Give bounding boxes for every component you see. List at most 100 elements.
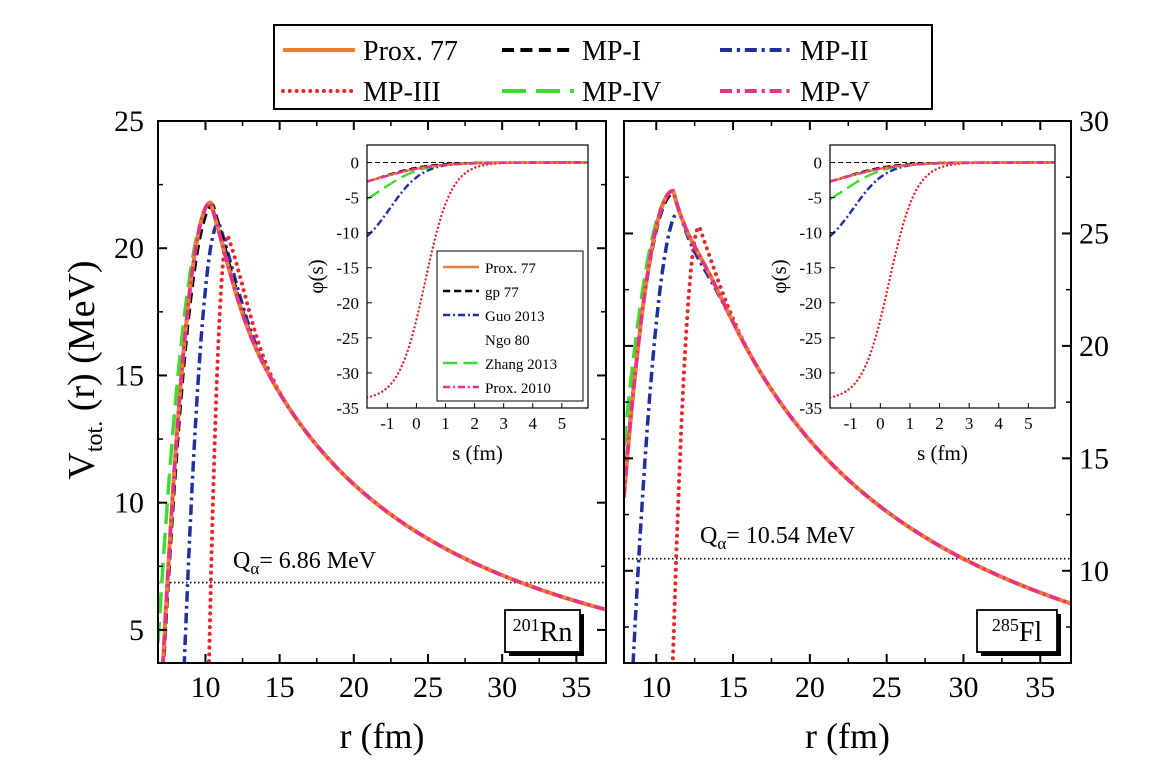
inset-legend-label-prox-2010: Prox. 2010 [485, 381, 551, 397]
inset-y-tick-label: -25 [799, 329, 822, 348]
inset-frame [366, 144, 589, 409]
inset-y-tick-label: -5 [345, 189, 359, 208]
inset-y-tick-label: -20 [799, 294, 822, 313]
inset-curves [830, 161, 1055, 399]
x-tick-label: 25 [872, 671, 902, 704]
inset-y-tick-label: -35 [336, 399, 359, 418]
inset: -1 0 1 2 3 4 50-5-10-15-20-25-30-35s (fm)φ(s) [767, 144, 1056, 465]
y-tick-label: 15 [1079, 442, 1109, 475]
inset-x-axis-label: s (fm) [917, 441, 968, 465]
y-tick-label: 5 [129, 614, 144, 647]
plot-frame [157, 120, 607, 664]
x-tick-label: 30 [948, 671, 978, 704]
x-tick-label: 30 [487, 671, 517, 704]
y-tick-label: 15 [114, 359, 144, 392]
q-symbol: Q [700, 523, 717, 549]
inset-legend-label-prox-77: Prox. 77 [485, 261, 536, 277]
legend-label-prox-77: Prox. 77 [363, 36, 458, 67]
inset-y-tick-label: -5 [808, 189, 822, 208]
inset-curve-prox-2010 [367, 161, 587, 183]
y-tick-label: 20 [1079, 330, 1109, 363]
inset-x-tick-label: 3 [965, 414, 974, 433]
inset-x-tick-label: -1 [844, 414, 858, 433]
inset-y-axis-label: φ(s) [304, 259, 328, 293]
inset-y-tick-label: -15 [799, 259, 822, 278]
x-tick-label: 20 [795, 671, 825, 704]
q-value: = 10.54 MeV [726, 523, 856, 549]
nucleus-symbol: Fl [1019, 617, 1043, 648]
inset-x-tick-label: 1 [906, 414, 915, 433]
inset-x-tick-label: 3 [499, 414, 508, 433]
inset-y-tick-label: -25 [336, 329, 359, 348]
q-subscript: α [250, 559, 259, 578]
inset-y-tick-label: -20 [336, 294, 359, 313]
curve-mp-v [624, 188, 1071, 606]
inset-x-tick-label: 2 [470, 414, 479, 433]
inset-legend-label-gp-77: gp 77 [485, 285, 519, 301]
x-tick-label: 15 [265, 671, 295, 704]
x-tick-label: 10 [641, 671, 671, 704]
nucleus-label: 285Fl [992, 615, 1043, 648]
nucleus-symbol: Rn [540, 617, 573, 648]
nucleus-box [504, 609, 581, 653]
inset-legend-label-guo-2013: Guo 2013 [485, 309, 545, 325]
q-value-label: Qα= 10.54 MeV [700, 523, 856, 553]
inset: -1 0 1 2 3 4 50-5-10-15-20-25-30-35s (fm)φ(s) P… [304, 144, 589, 465]
plot-frame [623, 120, 1072, 664]
x-tick-label: 35 [561, 671, 591, 704]
inset-y-tick-label: -15 [336, 259, 359, 278]
x-axis-label: r (fm) [340, 716, 425, 756]
y-tick-label: 20 [114, 232, 144, 265]
inset-y-axis-label: φ(s) [767, 259, 791, 293]
inset-legend-frame [436, 250, 584, 402]
inset-bg [830, 145, 1055, 408]
inset-legend-label-ngo-80: Ngo 80 [485, 333, 530, 349]
legend-frame [273, 24, 933, 110]
inset-x-tick-label: 1 [441, 414, 450, 433]
q-symbol: Q [233, 548, 250, 574]
x-tick-label: 15 [718, 671, 748, 704]
legend-label-mp-ii: MP-II [800, 36, 868, 67]
legend-label-mp-iii: MP-III [363, 77, 441, 108]
inset-x-axis-label: s (fm) [452, 441, 503, 465]
inset-x-tick-label: 5 [558, 414, 567, 433]
inset-y-tick-label: -30 [336, 364, 359, 383]
nucleus-mass: 285 [992, 615, 1019, 635]
y-tick-label: 25 [1079, 217, 1109, 250]
inset-y-tick-label: 0 [351, 154, 360, 173]
y-tick-label: 10 [1079, 555, 1109, 588]
inset-y-tick-label: -30 [799, 364, 822, 383]
x-axis-label: r (fm) [805, 716, 890, 756]
y-tick-label: 10 [114, 487, 144, 520]
inset-curves [367, 161, 588, 399]
inset-curve-ngo-80 [367, 161, 588, 399]
legend-label-mp-v: MP-V [800, 77, 870, 108]
y-tick-label: 30 [1079, 105, 1109, 138]
inset-legend-label-zhang-2013: Zhang 2013 [485, 357, 557, 373]
nucleus-box [976, 609, 1058, 653]
legend: Prox. 77 MP-I MP-II MP-III MP-IV MP-V [273, 24, 933, 110]
inset-x-tick-label: 4 [995, 414, 1004, 433]
q-subscript: α [717, 534, 726, 553]
nucleus-label: 201Rn [513, 615, 573, 648]
inset-y-tick-label: 0 [814, 154, 823, 173]
inset-x-tick-label: 4 [529, 414, 538, 433]
y-tick-label: 25 [114, 105, 144, 138]
inset-y-tick-label: -35 [799, 399, 822, 418]
inset-legend: Prox. 77 gp 77 Guo 2013 Ngo 80 Zhang 2013 Pro… [436, 250, 584, 402]
x-tick-label: 20 [339, 671, 369, 704]
legend-label-mp-i: MP-I [582, 36, 641, 67]
y-axis-label: Vtot. (r) (MeV) [61, 260, 108, 479]
inset-x-tick-label: 0 [876, 414, 885, 433]
x-tick-label: 25 [413, 671, 443, 704]
x-tick-label: 10 [190, 671, 220, 704]
inset-x-tick-label: 5 [1024, 414, 1033, 433]
inset-x-tick-label: 2 [935, 414, 944, 433]
inset-x-tick-label: 0 [412, 414, 421, 433]
curves [158, 200, 606, 663]
nucleus-mass: 201 [513, 615, 540, 635]
curve-mp-v [161, 200, 606, 663]
